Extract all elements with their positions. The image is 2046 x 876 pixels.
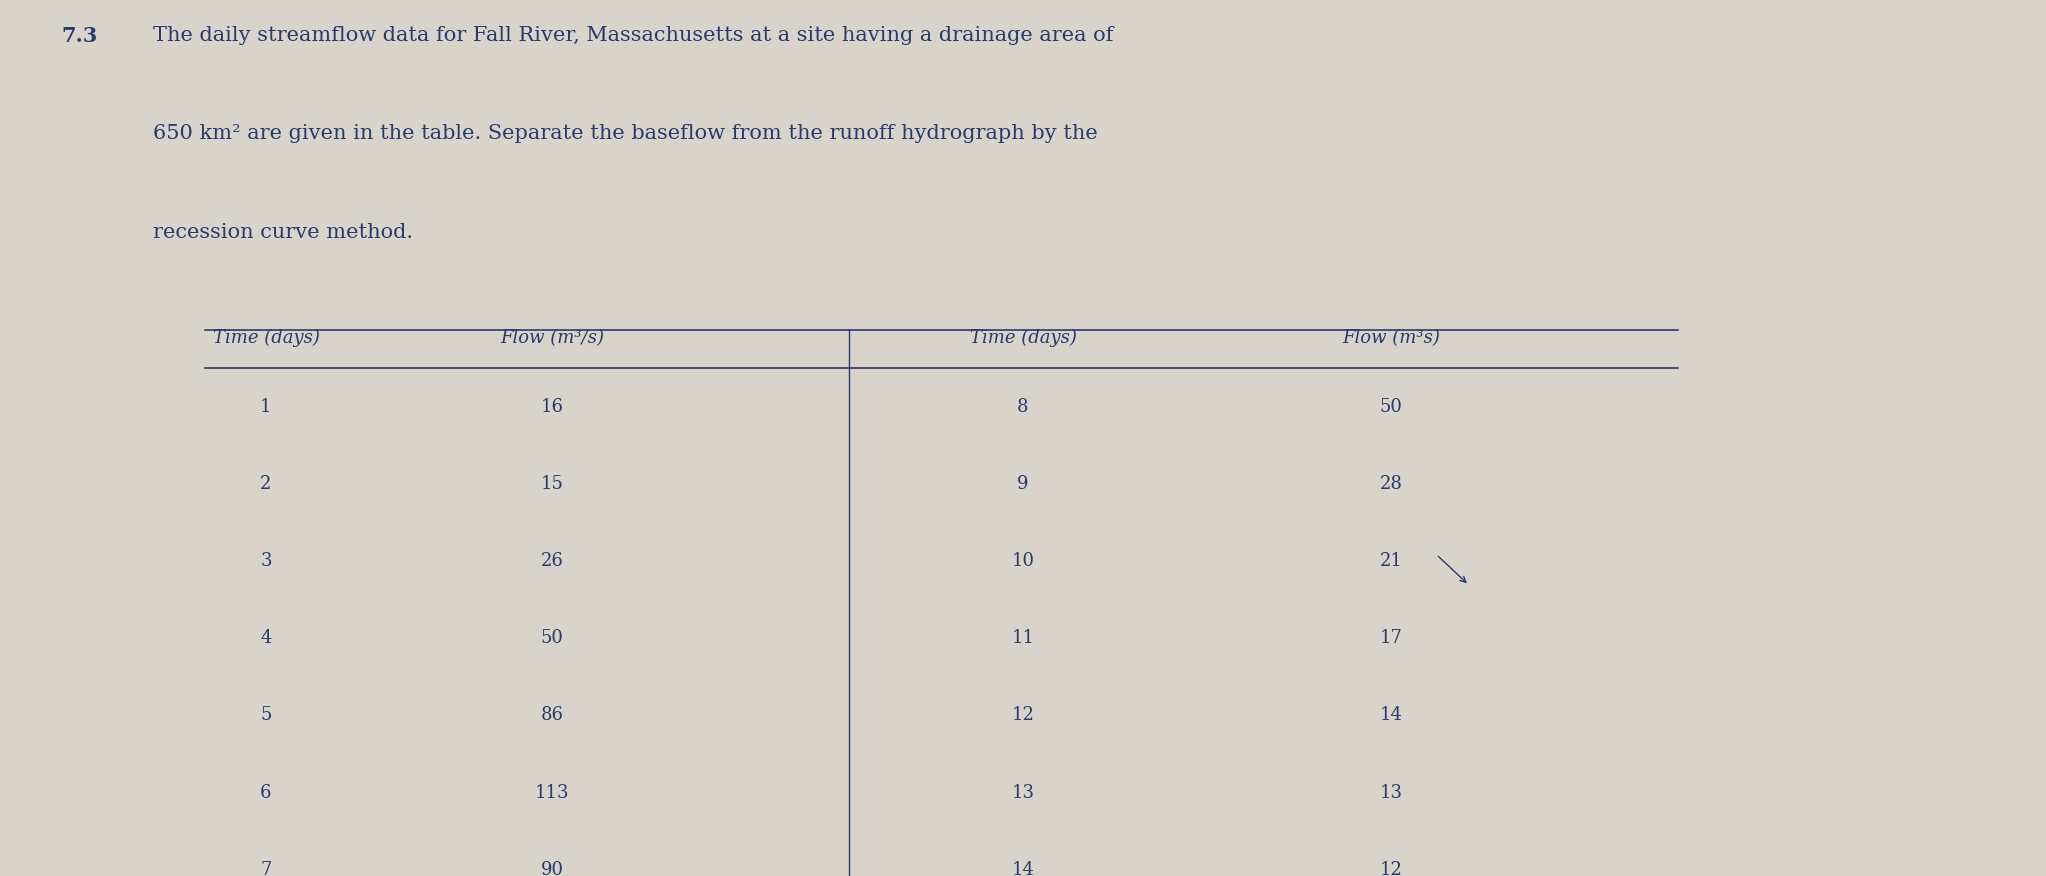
- Text: The daily streamflow data for Fall River, Massachusetts at a site having a drain: The daily streamflow data for Fall River…: [153, 25, 1113, 45]
- Text: 5: 5: [260, 707, 272, 724]
- Text: 6: 6: [260, 784, 272, 802]
- Text: 2: 2: [260, 475, 272, 493]
- Text: Time (days): Time (days): [970, 328, 1076, 347]
- Text: 21: 21: [1379, 552, 1404, 570]
- Text: 9: 9: [1017, 475, 1029, 493]
- Text: 650 km² are given in the table. Separate the baseflow from the runoff hydrograph: 650 km² are given in the table. Separate…: [153, 124, 1099, 144]
- Text: Flow (m³/s): Flow (m³/s): [501, 329, 604, 347]
- Text: recession curve method.: recession curve method.: [153, 223, 413, 242]
- Text: 12: 12: [1379, 861, 1404, 876]
- Text: 86: 86: [540, 707, 565, 724]
- Text: 1: 1: [260, 398, 272, 416]
- Text: 14: 14: [1011, 861, 1035, 876]
- Text: 90: 90: [540, 861, 565, 876]
- Text: Flow (m³s): Flow (m³s): [1342, 329, 1440, 347]
- Text: 4: 4: [260, 629, 272, 647]
- Text: 3: 3: [260, 552, 272, 570]
- Text: 7: 7: [260, 861, 272, 876]
- Text: 15: 15: [540, 475, 565, 493]
- Text: 50: 50: [540, 629, 565, 647]
- Text: 8: 8: [1017, 398, 1029, 416]
- Text: 13: 13: [1379, 784, 1404, 802]
- Text: 7.3: 7.3: [61, 25, 98, 46]
- Text: 50: 50: [1379, 398, 1404, 416]
- Text: 17: 17: [1379, 629, 1404, 647]
- Text: Time (days): Time (days): [213, 328, 319, 347]
- Text: 16: 16: [540, 398, 565, 416]
- Text: 11: 11: [1011, 629, 1035, 647]
- Text: 14: 14: [1379, 707, 1404, 724]
- Text: 26: 26: [540, 552, 565, 570]
- Text: 113: 113: [536, 784, 569, 802]
- Text: 28: 28: [1379, 475, 1404, 493]
- Text: 10: 10: [1011, 552, 1035, 570]
- Text: 12: 12: [1011, 707, 1035, 724]
- Text: 13: 13: [1011, 784, 1035, 802]
